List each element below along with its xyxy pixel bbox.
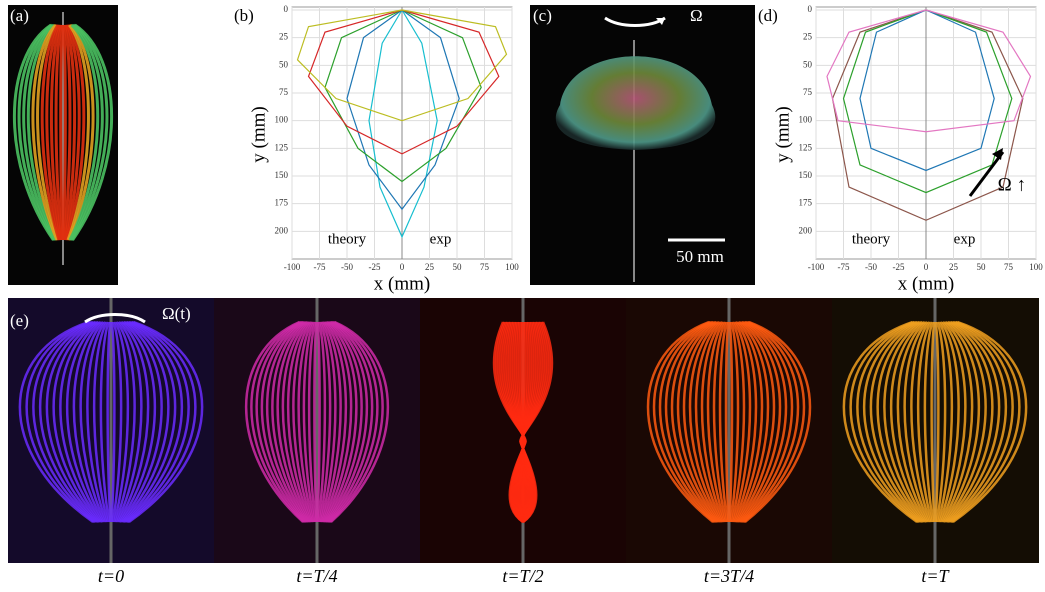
annotation: theory — [852, 231, 891, 247]
frame-label: t=0 — [98, 566, 124, 586]
y-tick-label: 125 — [275, 142, 289, 152]
x-tick-label: -75 — [838, 262, 850, 272]
frame-label: t=3T/4 — [704, 566, 754, 586]
annotation: exp — [954, 231, 976, 247]
x-tick-label: -50 — [865, 262, 877, 272]
annotation: Ω(t) — [162, 304, 191, 323]
y-tick-label: 200 — [275, 225, 289, 235]
x-tick-label: 100 — [1029, 262, 1043, 272]
y-tick-label: 0 — [808, 4, 813, 14]
x-tick-label: -100 — [808, 262, 825, 272]
y-tick-label: 100 — [799, 115, 813, 125]
y-tick-label: 150 — [799, 170, 813, 180]
x-tick-label: 75 — [1004, 262, 1014, 272]
x-axis-label: x (mm) — [374, 273, 430, 294]
y-tick-label: 125 — [799, 142, 813, 152]
x-tick-label: -100 — [284, 262, 301, 272]
annotation: exp — [430, 231, 452, 247]
x-tick-label: -25 — [893, 262, 905, 272]
y-tick-label: 200 — [799, 225, 813, 235]
x-tick-label: 50 — [453, 262, 463, 272]
frame-label: t=T/4 — [296, 566, 337, 586]
y-tick-label: 175 — [275, 198, 289, 208]
x-axis-label: x (mm) — [898, 273, 954, 294]
y-tick-label: 75 — [803, 87, 813, 97]
x-tick-label: 50 — [977, 262, 987, 272]
x-tick-label: 75 — [480, 262, 490, 272]
y-tick-label: 150 — [275, 170, 289, 180]
x-tick-label: 0 — [924, 262, 929, 272]
x-tick-label: -50 — [341, 262, 353, 272]
y-tick-label: 0 — [284, 4, 289, 14]
x-tick-label: 100 — [505, 262, 519, 272]
y-tick-label: 25 — [803, 32, 813, 42]
panel-label: (d) — [758, 6, 778, 25]
figure: (a) Ω = 0 (c) Ω 50 mm (e) Ω(t) -100 -75 -5… — [0, 0, 1045, 592]
y-axis-label: y (mm) — [772, 106, 793, 162]
panel-label: (e) — [10, 311, 29, 330]
x-tick-label: -75 — [314, 262, 326, 272]
panel-label: (a) — [10, 6, 29, 25]
y-tick-label: 50 — [803, 59, 813, 69]
scale-label: 50 mm — [676, 247, 724, 266]
y-tick-label: 25 — [279, 32, 289, 42]
annotation: Ω ↑ — [998, 174, 1026, 195]
photo-e — [8, 298, 1039, 563]
annotation: Ω = 0 — [130, 6, 169, 25]
annotation: theory — [328, 231, 367, 247]
x-tick-label: 25 — [949, 262, 959, 272]
x-tick-label: -25 — [369, 262, 381, 272]
annotation: Ω — [690, 6, 703, 25]
y-tick-label: 100 — [275, 115, 289, 125]
y-tick-label: 50 — [279, 59, 289, 69]
x-tick-label: 25 — [425, 262, 435, 272]
panel-label: (c) — [533, 6, 552, 25]
frame-label: t=T — [921, 566, 950, 586]
x-tick-label: 0 — [400, 262, 405, 272]
panel-label: (b) — [234, 6, 254, 25]
frame-label: t=T/2 — [502, 566, 543, 586]
y-axis-label: y (mm) — [248, 106, 269, 162]
y-tick-label: 175 — [799, 198, 813, 208]
y-tick-label: 75 — [279, 87, 289, 97]
